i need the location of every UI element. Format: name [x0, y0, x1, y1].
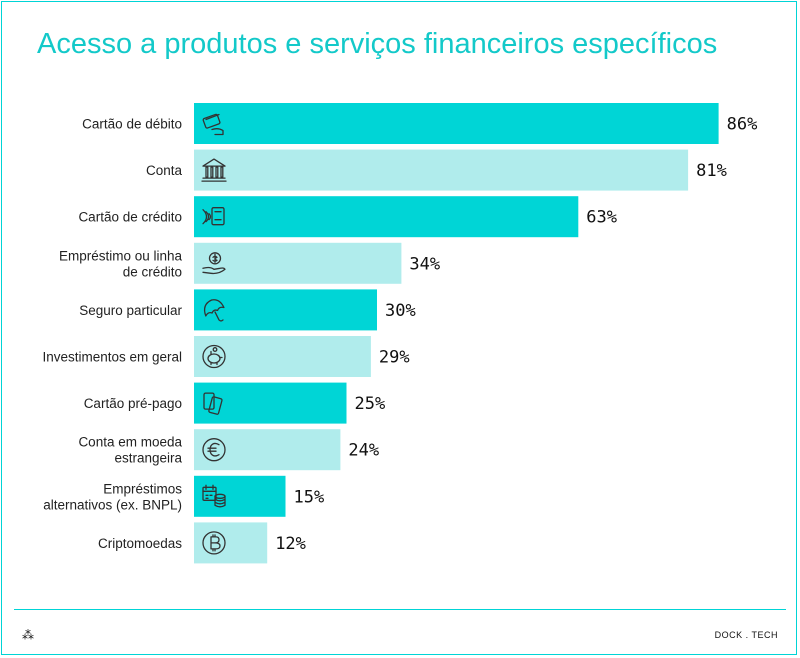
- category-label-9: alternativos (ex. BNPL): [43, 497, 182, 512]
- bar-7: [194, 382, 347, 424]
- category-label-2: Conta: [146, 163, 183, 178]
- value-label-9: 15%: [294, 487, 325, 507]
- bar-4: [194, 242, 402, 284]
- euro-icon: [202, 438, 226, 462]
- cards-icon: [203, 392, 223, 415]
- value-label-8: 24%: [348, 441, 379, 461]
- bank-icon: [201, 158, 227, 182]
- brand-label: DOCK . TECH: [714, 630, 778, 640]
- bar-10: [194, 522, 268, 564]
- value-label-6: 29%: [379, 348, 410, 368]
- value-label-4: 34%: [409, 254, 440, 274]
- footer-divider: [14, 609, 786, 610]
- value-label-3: 63%: [586, 208, 617, 228]
- contactless-card-icon: [202, 207, 225, 226]
- chart-title: Acesso a produtos e serviços financeiros…: [37, 28, 718, 60]
- category-label-4: Empréstimo ou linha: [59, 248, 183, 263]
- umbrella-icon: [203, 299, 225, 322]
- value-label-7: 25%: [355, 394, 386, 414]
- category-label-8: Conta em moeda: [78, 435, 182, 450]
- category-label-10: Criptomoedas: [98, 536, 182, 551]
- money-hand-icon: [202, 252, 226, 275]
- bar-8: [194, 429, 341, 471]
- bar-chart: Cartão de débito 86% Conta 81% Cartão de cré…: [42, 103, 758, 564]
- category-label-5: Seguro particular: [79, 303, 182, 318]
- category-label-6: Investimentos em geral: [42, 350, 182, 365]
- bar-6: [194, 336, 371, 377]
- category-label-3: Cartão de crédito: [78, 210, 182, 225]
- bar-9: [194, 475, 286, 517]
- category-label-9: Empréstimos: [103, 481, 182, 496]
- piggy-bank-icon: [202, 344, 226, 369]
- card-hand-icon: [202, 113, 224, 136]
- bar-2: [194, 149, 689, 191]
- bar-3: [194, 196, 579, 238]
- value-label-2: 81%: [696, 161, 727, 181]
- bar-1: [194, 103, 719, 144]
- value-label-10: 12%: [275, 534, 306, 554]
- category-label-7: Cartão pré-pago: [84, 396, 182, 411]
- category-label-8: estrangeira: [114, 451, 182, 466]
- category-label-4: de crédito: [123, 264, 182, 279]
- category-label-1: Cartão de débito: [82, 117, 182, 132]
- bar-5: [194, 289, 377, 331]
- value-label-1: 86%: [727, 115, 758, 135]
- footer-symbol: ⁂: [22, 628, 34, 642]
- bitcoin-icon: [202, 531, 226, 555]
- value-label-5: 30%: [385, 301, 416, 321]
- calendar-coins-icon: [202, 484, 226, 508]
